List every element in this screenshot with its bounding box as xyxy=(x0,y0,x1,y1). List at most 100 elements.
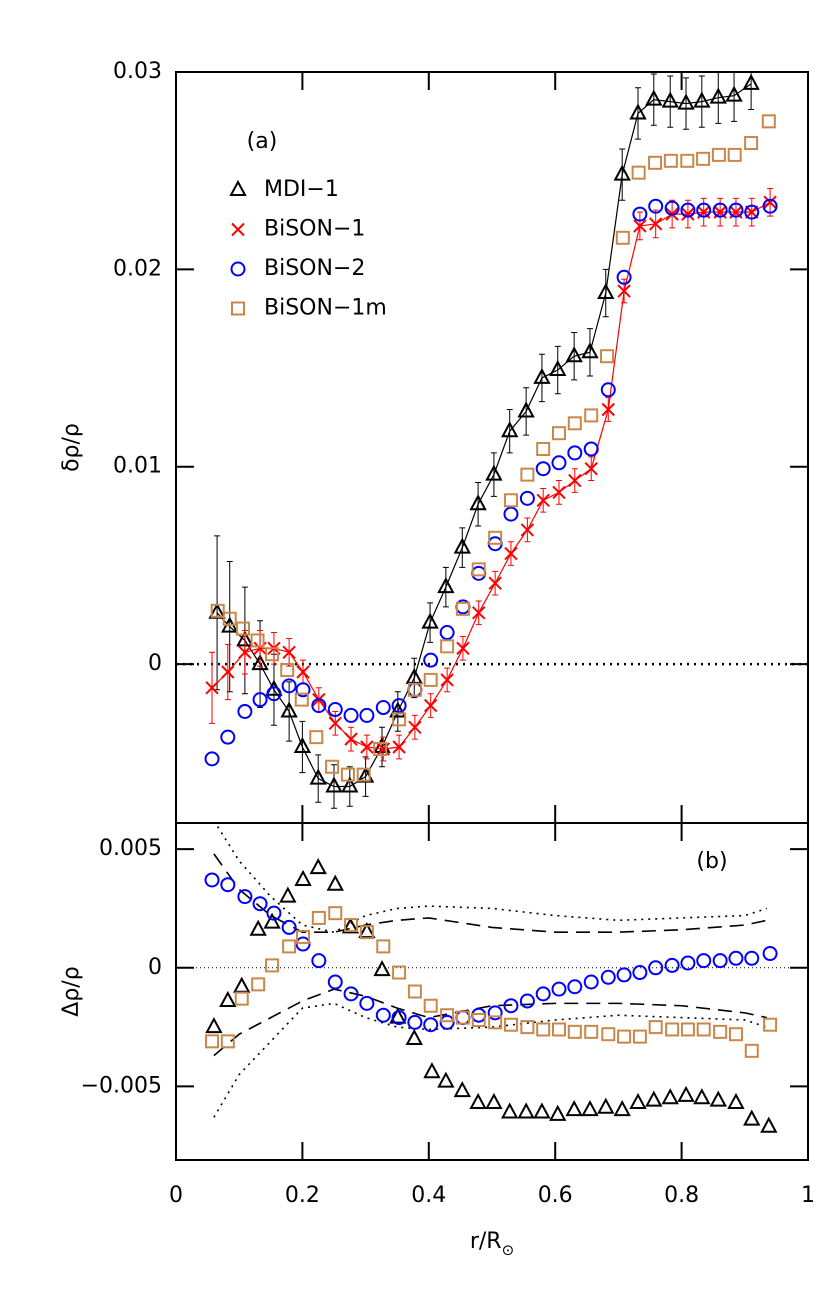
triangle-marker xyxy=(629,1092,647,1110)
legend-label: MDI−1 xyxy=(264,177,339,202)
triangle-marker xyxy=(325,776,343,793)
circle-marker xyxy=(375,700,391,716)
circle-marker xyxy=(648,198,664,214)
error-bar xyxy=(506,409,513,454)
y-axis-label: δρ/ρ xyxy=(59,423,84,472)
circle-marker xyxy=(423,1017,439,1033)
square-marker xyxy=(680,1022,695,1037)
cross-marker xyxy=(552,485,566,500)
square-marker xyxy=(488,1015,503,1030)
circle-marker xyxy=(535,986,551,1002)
cross-marker xyxy=(520,523,535,537)
circle-marker xyxy=(311,698,327,714)
x-tick-label: 0.8 xyxy=(664,1183,699,1208)
square-marker xyxy=(520,467,535,482)
square-marker xyxy=(744,1043,759,1058)
triangle-marker xyxy=(233,976,251,993)
error-bar xyxy=(698,75,705,128)
y-tick-label: 0.005 xyxy=(99,836,162,861)
cross-marker xyxy=(472,606,486,620)
circle-marker xyxy=(359,707,375,723)
triangle-marker xyxy=(517,1102,535,1119)
cross-marker xyxy=(376,742,391,756)
triangle-marker xyxy=(597,282,615,300)
circle-marker xyxy=(407,682,423,698)
square-marker xyxy=(727,147,742,162)
circle-marker xyxy=(632,206,648,222)
circle-marker xyxy=(583,441,599,457)
square-marker xyxy=(376,939,391,954)
error-bar xyxy=(286,681,293,742)
circle-marker xyxy=(744,204,760,220)
cross-marker xyxy=(617,284,631,298)
triangle-marker xyxy=(581,1100,599,1117)
cross-marker xyxy=(456,641,470,656)
error-bar xyxy=(362,756,369,797)
triangle-marker xyxy=(309,768,327,785)
error-bar xyxy=(683,77,690,130)
triangle-marker xyxy=(661,1088,679,1105)
error-bar xyxy=(475,482,482,527)
circle-marker xyxy=(391,698,407,714)
triangle-marker xyxy=(709,87,727,104)
error-envelope xyxy=(213,988,768,1057)
circle-marker xyxy=(696,953,712,969)
square-marker xyxy=(455,601,470,616)
error-bar xyxy=(650,73,657,126)
circle-marker xyxy=(220,877,236,893)
square-marker xyxy=(205,1034,220,1049)
error-bar xyxy=(214,535,221,691)
panel-label: (b) xyxy=(696,849,727,874)
circle-marker xyxy=(423,652,439,668)
triangle-marker xyxy=(725,85,743,102)
y-tick-label: 0 xyxy=(148,651,162,676)
circle-marker xyxy=(295,936,311,952)
circle-marker xyxy=(281,678,297,694)
circle-marker xyxy=(648,960,664,976)
x-tick-label: 1 xyxy=(801,1183,815,1208)
square-marker xyxy=(373,741,388,756)
triangle-marker xyxy=(341,917,360,934)
circle-marker xyxy=(439,1014,455,1030)
triangle-marker xyxy=(421,612,439,629)
circle-marker xyxy=(455,1010,471,1026)
legend-marker xyxy=(230,261,246,277)
triangle-marker xyxy=(533,367,551,384)
square-marker xyxy=(665,1022,680,1037)
square-marker xyxy=(536,1022,551,1037)
circle-marker xyxy=(359,995,375,1011)
square-marker xyxy=(325,759,340,774)
circle-marker xyxy=(551,981,567,997)
triangle-marker xyxy=(501,421,519,438)
square-marker xyxy=(503,493,518,508)
square-marker xyxy=(696,151,711,166)
triangle-marker xyxy=(709,1090,727,1107)
triangle-marker xyxy=(205,1016,223,1034)
cross-marker xyxy=(296,665,310,679)
cross-marker xyxy=(282,645,296,659)
legend-marker xyxy=(231,222,245,237)
square-marker xyxy=(648,155,663,170)
circle-marker xyxy=(744,950,760,966)
triangle-marker xyxy=(743,1109,761,1126)
circle-marker xyxy=(616,269,632,285)
circle-marker xyxy=(391,1010,407,1026)
circle-marker xyxy=(680,202,696,218)
error-bar xyxy=(619,148,626,201)
square-marker xyxy=(407,682,422,697)
error-bar xyxy=(346,766,353,807)
square-marker xyxy=(296,929,311,944)
triangle-marker xyxy=(389,1007,407,1024)
triangle-marker xyxy=(249,919,267,936)
circle-marker xyxy=(252,896,268,912)
triangle-marker xyxy=(219,990,237,1007)
triangle-marker xyxy=(565,346,583,363)
x-axis-label-sub: ⊙ xyxy=(502,1241,515,1259)
triangle-marker xyxy=(437,577,455,594)
circle-marker xyxy=(567,979,583,995)
error-bar xyxy=(459,527,466,568)
circle-marker xyxy=(664,957,680,973)
square-marker xyxy=(392,712,407,727)
y-tick-label: 0.02 xyxy=(113,256,162,281)
